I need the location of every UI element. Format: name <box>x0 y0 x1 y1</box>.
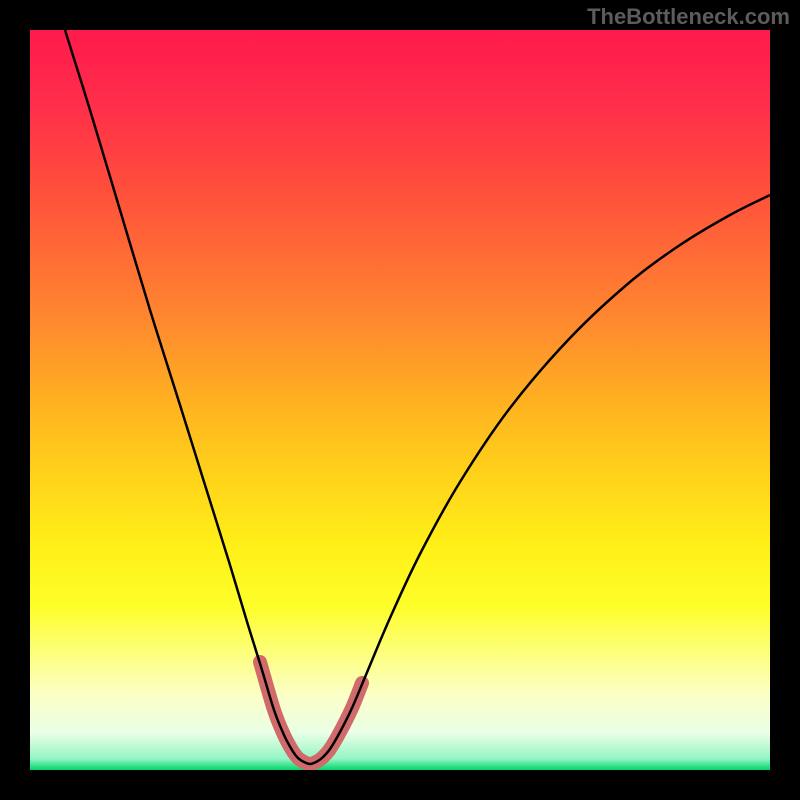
main-curve <box>65 30 770 764</box>
chart-frame: TheBottleneck.com <box>0 0 800 800</box>
curve-layer <box>30 30 770 770</box>
plot-area <box>30 30 770 770</box>
watermark-text: TheBottleneck.com <box>587 4 790 30</box>
